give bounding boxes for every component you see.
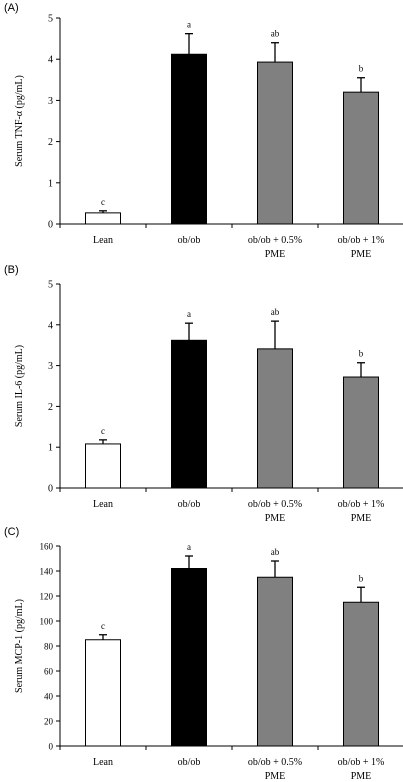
y-axis-label: Serum TNF-α (pg/mL) bbox=[14, 75, 25, 167]
bar bbox=[343, 601, 379, 747]
significance-letter: a bbox=[187, 20, 191, 30]
panel-b: (B) 0 1 2 3 4 5 Serum IL-6 (pg/mL) c Lean a ob/ob a… bbox=[0, 262, 403, 524]
chart-c: 0 20 40 60 80 100 120 140 160 Serum MCP-1 (pg/mL)… bbox=[14, 542, 403, 782]
x-category-label: ob/ob + 0.5% bbox=[248, 757, 302, 768]
x-category-label: PME bbox=[265, 249, 286, 260]
y-tick-label: 1 bbox=[48, 178, 53, 189]
significance-letter: c bbox=[101, 426, 105, 436]
y-tick-label: 0 bbox=[49, 742, 54, 752]
significance-letter: b bbox=[359, 349, 364, 359]
x-category-label: ob/ob + 1% bbox=[338, 235, 385, 246]
significance-letter: b bbox=[359, 64, 364, 74]
y-tick-label: 60 bbox=[44, 667, 54, 677]
x-category-label: ob/ob + 1% bbox=[338, 757, 385, 768]
bar bbox=[343, 376, 379, 489]
x-category-label: ob/ob bbox=[178, 499, 201, 510]
chart-b: 0 1 2 3 4 5 Serum IL-6 (pg/mL) c Lean a ob/ob ab ob/… bbox=[14, 280, 403, 524]
panel-label: (A) bbox=[4, 2, 19, 14]
y-tick-label: 3 bbox=[48, 361, 53, 372]
x-category-label: PME bbox=[265, 513, 286, 524]
x-category-label: Lean bbox=[93, 235, 113, 246]
significance-letter: b bbox=[359, 573, 364, 583]
y-tick-label: 4 bbox=[48, 320, 53, 331]
y-tick-label: 0 bbox=[48, 220, 53, 231]
y-tick-label: 80 bbox=[44, 642, 54, 652]
significance-letter: c bbox=[101, 197, 105, 207]
x-category-label: Lean bbox=[93, 757, 113, 768]
panel-label: (C) bbox=[4, 526, 20, 538]
bar bbox=[171, 568, 207, 747]
y-tick-label: 2 bbox=[48, 402, 53, 413]
y-tick-label: 40 bbox=[44, 692, 54, 702]
y-axis-label: Serum MCP-1 (pg/mL) bbox=[14, 599, 25, 693]
panel-a: (A) 0 1 2 3 4 5 Serum TNF-α (pg/mL) c Lean a ob/ob… bbox=[0, 0, 403, 262]
panel-c: (C) 0 20 40 60 80 100 120 140 160 Serum MCP-1 (pg… bbox=[0, 524, 403, 782]
significance-letter: ab bbox=[271, 307, 280, 317]
x-category-label: PME bbox=[265, 771, 286, 782]
y-tick-label: 2 bbox=[48, 137, 53, 148]
significance-letter: a bbox=[187, 542, 191, 552]
y-axis-label: Serum IL-6 (pg/mL) bbox=[14, 345, 25, 427]
y-tick-label: 20 bbox=[44, 717, 54, 727]
bar bbox=[343, 91, 379, 225]
significance-letter: c bbox=[101, 621, 105, 631]
y-tick-label: 140 bbox=[40, 567, 54, 577]
significance-letter: ab bbox=[271, 547, 280, 557]
y-tick-label: 160 bbox=[40, 542, 54, 552]
y-tick-label: 4 bbox=[48, 55, 53, 66]
significance-letter: ab bbox=[271, 29, 280, 39]
y-tick-label: 120 bbox=[40, 592, 54, 602]
bar bbox=[257, 61, 293, 225]
significance-letter: a bbox=[187, 309, 191, 319]
y-tick-label: 0 bbox=[48, 484, 53, 495]
panel-label: (B) bbox=[4, 264, 19, 276]
x-category-label: PME bbox=[351, 771, 372, 782]
x-category-label: ob/ob + 1% bbox=[338, 499, 385, 510]
chart-a: 0 1 2 3 4 5 Serum TNF-α (pg/mL) c Lean a ob/ob ab ob… bbox=[14, 14, 403, 260]
y-tick-label: 5 bbox=[48, 280, 53, 291]
x-category-label: ob/ob bbox=[178, 757, 201, 768]
y-tick-label: 5 bbox=[48, 14, 53, 25]
bar bbox=[257, 348, 293, 489]
bar bbox=[257, 576, 293, 747]
x-category-label: ob/ob + 0.5% bbox=[248, 499, 302, 510]
bar bbox=[171, 53, 207, 225]
y-tick-label: 100 bbox=[40, 617, 54, 627]
x-category-label: Lean bbox=[93, 499, 113, 510]
x-category-label: ob/ob + 0.5% bbox=[248, 235, 302, 246]
bar bbox=[171, 339, 207, 489]
y-tick-label: 3 bbox=[48, 96, 53, 107]
bar bbox=[85, 443, 121, 489]
bar bbox=[85, 212, 121, 225]
x-category-label: ob/ob bbox=[178, 235, 201, 246]
x-category-label: PME bbox=[351, 249, 372, 260]
y-tick-label: 1 bbox=[48, 443, 53, 454]
x-category-label: PME bbox=[351, 513, 372, 524]
bar bbox=[85, 639, 121, 747]
